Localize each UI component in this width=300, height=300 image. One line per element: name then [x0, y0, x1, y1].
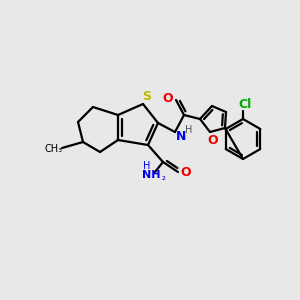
- Text: ₂: ₂: [162, 172, 166, 182]
- Text: Cl: Cl: [238, 98, 252, 112]
- Text: H: H: [143, 161, 151, 171]
- Text: O: O: [163, 92, 173, 106]
- Text: O: O: [181, 166, 191, 178]
- Text: CH₃: CH₃: [45, 144, 63, 154]
- Text: S: S: [142, 91, 152, 103]
- Text: N: N: [176, 130, 186, 143]
- Text: NH: NH: [142, 170, 160, 180]
- Text: O: O: [208, 134, 218, 146]
- Text: H: H: [185, 125, 193, 135]
